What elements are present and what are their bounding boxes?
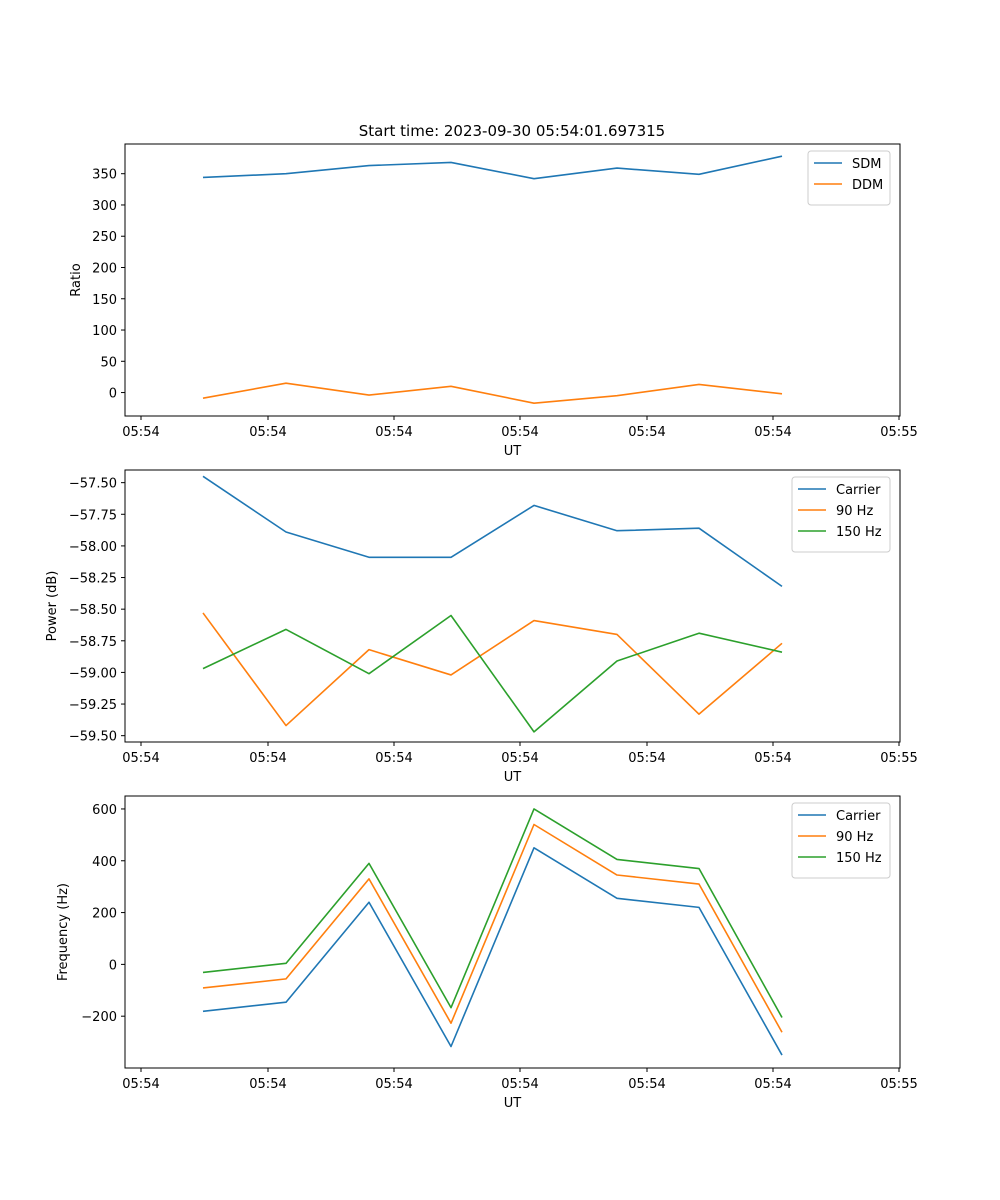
y-tick-label: −57.50 (69, 477, 117, 492)
y-tick-label: −58.75 (69, 635, 117, 650)
legend-label: SDM (852, 157, 881, 172)
series-line-150-hz (202, 808, 783, 1018)
y-tick-label: 0 (109, 387, 117, 402)
x-tick-label: 05:54 (249, 751, 286, 766)
x-tick-label: 05:54 (754, 1077, 791, 1092)
x-tick-label: 05:54 (249, 425, 286, 440)
x-tick-label: 05:55 (880, 425, 917, 440)
legend-label: 90 Hz (836, 504, 873, 519)
series-line-carrier (202, 475, 783, 588)
y-tick-label: 250 (92, 230, 117, 245)
y-axis-label: Frequency (Hz) (56, 883, 71, 981)
legend-label: DDM (852, 178, 883, 193)
y-tick-label: −58.25 (69, 572, 117, 587)
y-tick-label: −58.50 (69, 603, 117, 618)
y-tick-label: −200 (81, 1010, 117, 1025)
y-tick-label: −57.75 (69, 508, 117, 523)
x-axis-label: UT (504, 1096, 522, 1111)
y-tick-label: 350 (92, 168, 117, 183)
y-axis-label: Power (dB) (45, 571, 60, 642)
axes-frame (124, 143, 901, 417)
legend-box (791, 476, 891, 553)
y-tick-label: −59.25 (69, 698, 117, 713)
series-line-90-hz (202, 612, 783, 727)
legend: Carrier 90 Hz 150 Hz (791, 476, 891, 553)
legend: Carrier 90 Hz 150 Hz (791, 802, 891, 879)
x-tick-label: 05:54 (375, 1077, 412, 1092)
y-tick-label: −59.50 (69, 730, 117, 745)
x-tick-label: 05:54 (249, 1077, 286, 1092)
x-tick-label: 05:54 (501, 425, 538, 440)
legend-label: 150 Hz (836, 851, 882, 866)
series-line-carrier (202, 847, 783, 1056)
y-tick-label: 150 (92, 293, 117, 308)
x-tick-label: 05:55 (880, 1077, 917, 1092)
y-tick-label: −58.00 (69, 540, 117, 555)
x-tick-label: 05:54 (628, 751, 665, 766)
y-tick-label: 100 (92, 324, 117, 339)
x-axis-label: UT (504, 770, 522, 785)
plot-panel-3: 05:54 05:54 05:54 05:54 05:54 05:54 05:55 −200 0… (56, 795, 918, 1111)
legend-label: Carrier (836, 483, 881, 498)
x-tick-label: 05:54 (754, 425, 791, 440)
y-tick-label: 400 (92, 855, 117, 870)
series-line-sdm (202, 155, 783, 180)
y-tick-label: 300 (92, 199, 117, 214)
x-tick-label: 05:54 (628, 425, 665, 440)
y-tick-label: 200 (92, 907, 117, 922)
legend-box (807, 150, 891, 206)
x-tick-label: 05:55 (880, 751, 917, 766)
y-tick-label: 0 (109, 958, 117, 973)
series-line-ddm (202, 382, 783, 404)
plot-panel-2: 05:54 05:54 05:54 05:54 05:54 05:54 05:55 −57.5… (45, 469, 918, 785)
y-tick-label: −59.00 (69, 666, 117, 681)
series-line-90-hz (202, 823, 783, 1033)
legend: SDM DDM (807, 150, 891, 206)
chart-title: Start time: 2023-09-30 05:54:01.697315 (359, 122, 665, 140)
y-tick-label: 200 (92, 261, 117, 276)
x-tick-label: 05:54 (375, 751, 412, 766)
x-tick-label: 05:54 (122, 425, 159, 440)
legend-label: 150 Hz (836, 525, 882, 540)
y-tick-label: 50 (100, 355, 117, 370)
series-line-150-hz (202, 614, 783, 733)
x-tick-label: 05:54 (754, 751, 791, 766)
y-tick-label: 600 (92, 803, 117, 818)
x-tick-label: 05:54 (122, 1077, 159, 1092)
x-tick-label: 05:54 (628, 1077, 665, 1092)
x-tick-label: 05:54 (501, 1077, 538, 1092)
x-tick-label: 05:54 (501, 751, 538, 766)
legend-label: 90 Hz (836, 830, 873, 845)
plot-panel-1: 05:54 05:54 05:54 05:54 05:54 05:54 05:55 0 50 10… (69, 143, 918, 459)
legend-box (791, 802, 891, 879)
legend-label: Carrier (836, 809, 881, 824)
axes-frame (124, 795, 901, 1069)
axes-frame (124, 469, 901, 743)
x-tick-label: 05:54 (375, 425, 412, 440)
x-tick-label: 05:54 (122, 751, 159, 766)
y-axis-label: Ratio (69, 263, 84, 296)
x-axis-label: UT (504, 444, 522, 459)
